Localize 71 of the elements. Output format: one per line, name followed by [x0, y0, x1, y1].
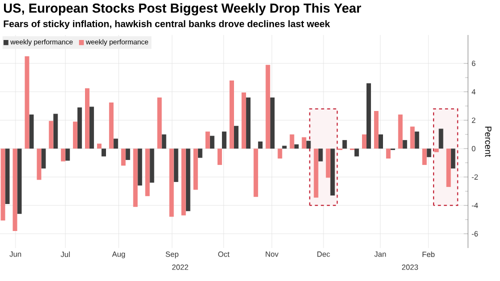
bar	[326, 148, 330, 178]
bar	[186, 148, 190, 212]
bar	[366, 83, 371, 149]
bar	[138, 148, 142, 186]
bar	[198, 148, 202, 158]
bar	[270, 97, 275, 149]
bar	[5, 148, 10, 204]
bar	[230, 80, 234, 149]
bar	[12, 148, 18, 231]
bar	[145, 148, 150, 196]
bar	[48, 120, 54, 149]
bar	[422, 148, 427, 165]
bar	[266, 64, 270, 149]
bar	[217, 148, 222, 165]
bar	[426, 148, 432, 158]
bar	[162, 134, 166, 149]
bar	[374, 110, 379, 149]
bar	[246, 97, 251, 149]
bar	[302, 137, 306, 149]
bar	[378, 134, 384, 149]
bar	[114, 138, 118, 149]
bar	[450, 148, 456, 168]
bar	[121, 148, 126, 166]
bar	[258, 142, 263, 149]
bar	[85, 88, 90, 149]
chart-title: US, European Stocks Post Biggest Weekly Drop This Year	[4, 3, 362, 16]
bar	[102, 148, 106, 156]
bar	[205, 132, 210, 149]
bar	[109, 102, 114, 149]
bar	[254, 148, 258, 197]
bar	[24, 56, 30, 149]
bar	[234, 126, 238, 149]
bar	[181, 148, 186, 216]
bar	[193, 148, 198, 190]
y-axis-title: Percent	[485, 126, 492, 157]
bar	[97, 144, 102, 149]
bar	[53, 114, 58, 149]
bar	[41, 148, 46, 168]
bar	[318, 148, 323, 162]
bar	[278, 148, 282, 159]
bar	[210, 136, 214, 149]
bar	[402, 140, 408, 149]
bar	[169, 148, 174, 217]
bar	[126, 148, 130, 160]
bar	[410, 126, 415, 149]
bar	[77, 107, 82, 149]
bar	[222, 132, 226, 149]
bar	[133, 148, 138, 207]
bar	[330, 148, 335, 196]
chart-subtitle: Fears of sticky inflation, hawkish central banks drove declines last week	[4, 20, 330, 30]
bar	[446, 148, 451, 187]
bar	[60, 148, 66, 162]
bar	[434, 148, 439, 152]
bar	[414, 132, 420, 149]
bar	[354, 148, 359, 156]
bar	[386, 148, 391, 159]
bar	[17, 148, 22, 214]
bar	[89, 106, 94, 149]
bar	[36, 148, 42, 180]
bar	[398, 114, 403, 149]
bar	[242, 92, 246, 149]
bar	[174, 148, 178, 182]
bar	[294, 144, 299, 149]
bar	[72, 122, 78, 149]
bar	[342, 140, 347, 149]
bar	[362, 134, 366, 149]
bar	[65, 148, 70, 161]
bar	[314, 148, 318, 198]
bar	[438, 128, 444, 149]
bar	[150, 148, 154, 183]
bar	[0, 148, 6, 220]
